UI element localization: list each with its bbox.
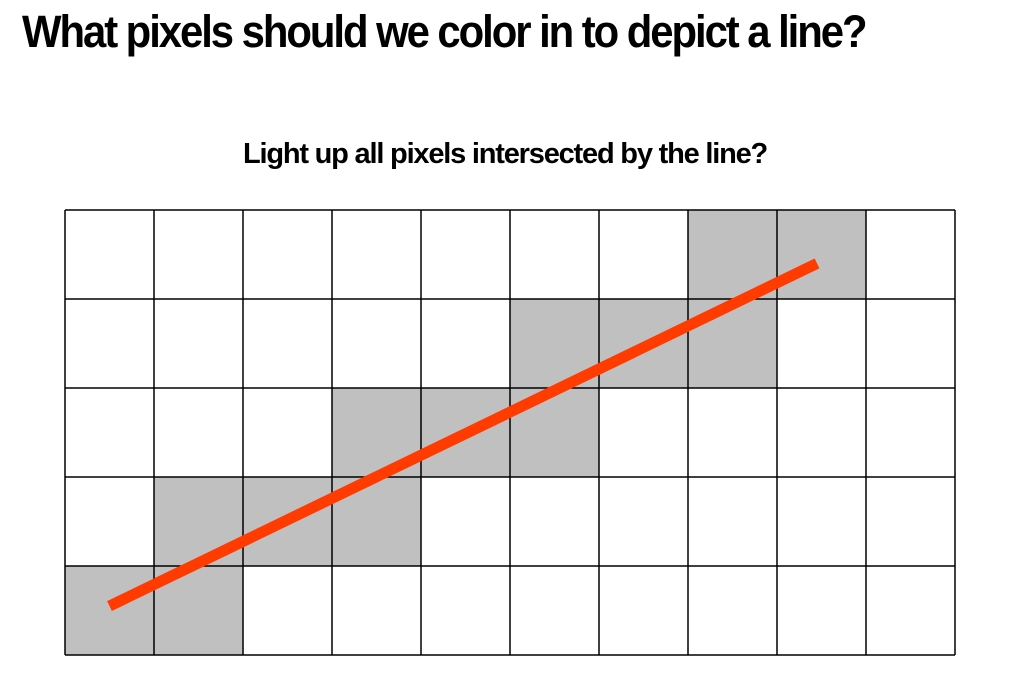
pixel-cell — [599, 477, 688, 566]
pixel-cell — [154, 210, 243, 299]
pixel-cell-lit — [777, 210, 866, 299]
pixel-cell — [599, 388, 688, 477]
pixel-cell — [688, 388, 777, 477]
pixel-cell — [866, 299, 955, 388]
pixel-cell-lit — [688, 299, 777, 388]
pixel-cell — [243, 566, 332, 655]
pixel-cell — [421, 210, 510, 299]
pixel-cell-lit — [65, 566, 154, 655]
pixel-cell — [599, 210, 688, 299]
pixel-cell — [65, 210, 154, 299]
pixel-cell — [777, 388, 866, 477]
pixel-cell — [688, 477, 777, 566]
pixel-cell — [777, 477, 866, 566]
pixel-cell — [777, 299, 866, 388]
pixel-cell — [243, 299, 332, 388]
pixel-cell — [332, 299, 421, 388]
pixel-cell — [421, 477, 510, 566]
pixel-cell — [421, 299, 510, 388]
pixel-cell — [65, 299, 154, 388]
pixel-cell — [243, 210, 332, 299]
grid-lines — [64, 209, 956, 656]
pixel-cell — [866, 388, 955, 477]
pixel-cell — [777, 566, 866, 655]
pixel-cell — [421, 566, 510, 655]
pixel-cells — [65, 210, 955, 655]
pixel-cell — [866, 566, 955, 655]
page-title: What pixels should we color in to depict… — [22, 6, 868, 57]
pixel-cell — [154, 299, 243, 388]
pixel-cell — [332, 210, 421, 299]
pixel-cell — [65, 388, 154, 477]
pixel-cell — [65, 477, 154, 566]
pixel-cell — [866, 477, 955, 566]
subtitle: Light up all pixels intersected by the l… — [242, 138, 768, 170]
pixel-cell — [332, 566, 421, 655]
pixel-cell — [688, 566, 777, 655]
pixel-cell — [510, 210, 599, 299]
pixel-cell — [510, 566, 599, 655]
pixel-cell — [866, 210, 955, 299]
pixel-cell — [243, 388, 332, 477]
pixel-cell — [510, 477, 599, 566]
pixel-cell — [599, 566, 688, 655]
rasterized-line — [107, 258, 820, 612]
pixel-cell — [154, 388, 243, 477]
